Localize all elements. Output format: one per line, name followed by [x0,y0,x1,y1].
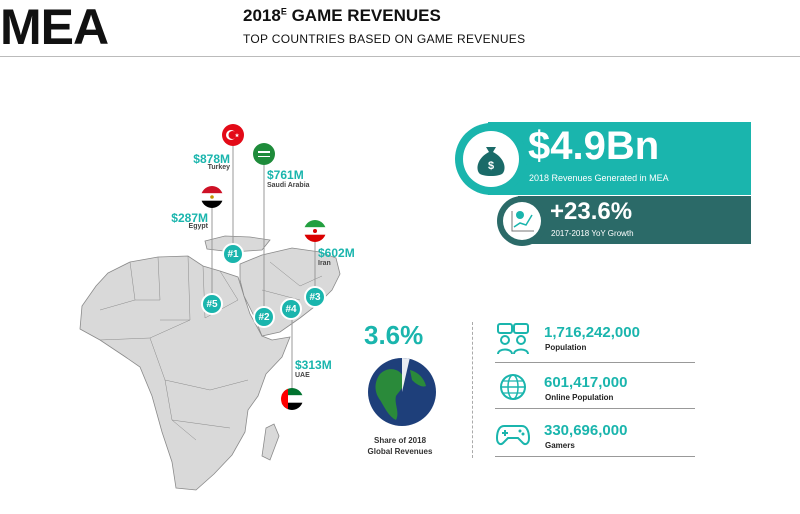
gamers-label: Gamers [545,441,575,450]
gamers-value: 330,696,000 [544,422,628,439]
rank-marker-egypt: #5 [201,293,223,315]
page-subtitle: TOP COUNTRIES BASED ON GAME REVENUES [243,32,526,46]
rank-marker-turkey: #1 [222,243,244,265]
saudi-amount: $761M [267,168,304,182]
egypt-amount: $287M [171,211,208,225]
revenue-panel: $4.9Bn 2018 Revenues Generated in MEA [488,122,751,195]
egypt-name: Egypt [188,223,208,230]
svg-text:$: $ [488,160,494,172]
online-population-value: 601,417,000 [544,374,628,391]
title-estimate-mark: E [280,6,287,17]
share-value: 3.6% [364,320,424,350]
growth-value: +23.6% [550,198,633,225]
revenue-label: 2018 Revenues Generated in MEA [529,173,669,183]
turkey-amount: $878M [193,152,230,166]
growth-chart-icon [511,211,534,232]
growth-panel: +23.6% 2017-2018 YoY Growth [518,196,751,244]
share-wedge [402,358,410,392]
saudi-name: Saudi Arabia [267,182,310,189]
population-value: 1,716,242,000 [544,324,640,341]
madagascar-shape [261,423,280,461]
saudi-flag-icon [253,143,275,165]
growth-icon-circle [503,202,541,240]
growth-label: 2017-2018 YoY Growth [551,229,634,238]
region-title: MEA [0,0,109,55]
uae-flag-icon [281,388,303,410]
stats-separator-1 [495,362,695,363]
title-year: 2018 [243,6,281,25]
iran-flag-icon [304,220,326,242]
population-label: Population [545,343,587,352]
turkey-flag-icon [222,124,244,146]
stats-separator-2 [495,408,695,409]
rank-marker-saudi: #2 [253,306,275,328]
stats-separator-3 [495,456,695,457]
people-icon [497,323,529,355]
revenue-value: $4.9Bn [528,124,660,168]
share-label-line2: Global Revenues [367,446,433,456]
online-population-label: Online Population [545,393,614,402]
rank-marker-iran: #3 [304,286,326,308]
uae-amount: $313M [295,358,332,372]
globe-icon [500,374,526,400]
header-divider [0,56,800,57]
page-title: 2018E GAME REVENUES [243,6,441,26]
iran-amount: $602M [318,246,355,260]
egypt-flag-icon [201,186,223,208]
stats-divider [472,322,473,458]
globe-share-icon [368,358,436,426]
money-bag-icon: $ [477,147,505,176]
share-label: Share of 2018 Global Revenues [350,436,450,458]
gamepad-icon [496,425,530,446]
rank-marker-uae: #4 [280,298,302,320]
uae-name: UAE [295,372,310,379]
title-text: GAME REVENUES [286,6,441,25]
iran-name: Iran [318,260,331,267]
turkey-name: Turkey [207,164,230,171]
share-label-line1: Share of 2018 [373,436,427,445]
